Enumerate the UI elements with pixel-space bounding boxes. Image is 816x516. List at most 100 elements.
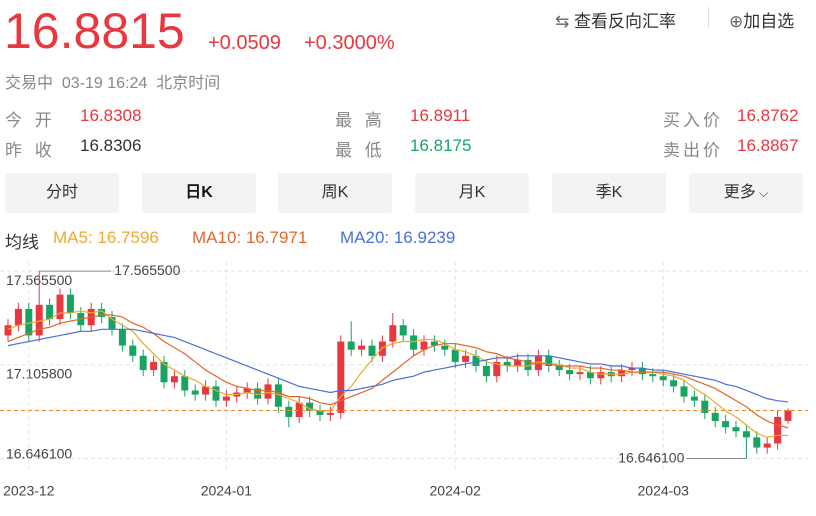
tab[interactable]: 分时 bbox=[5, 173, 119, 213]
candle-body bbox=[784, 410, 792, 421]
stat-value: 16.8911 bbox=[410, 106, 471, 125]
candle-body bbox=[306, 402, 314, 411]
candle-body bbox=[420, 341, 428, 350]
reverse-rate[interactable]: ⇆ 查看反向汇率 bbox=[555, 12, 676, 31]
candle-body bbox=[482, 366, 490, 377]
candle-body bbox=[545, 355, 553, 366]
timezone: 北京时间 bbox=[156, 75, 221, 92]
candle-body bbox=[410, 335, 418, 350]
candle-body bbox=[451, 349, 459, 362]
ma-line bbox=[7, 310, 789, 438]
tab[interactable]: 月K bbox=[415, 173, 529, 213]
candle-body bbox=[742, 431, 750, 438]
candle-body bbox=[202, 386, 210, 395]
candle-body bbox=[254, 388, 262, 399]
candle-body bbox=[576, 372, 584, 375]
change-pct: +0.3000% bbox=[304, 32, 395, 54]
candle-body bbox=[56, 294, 64, 320]
change: +0.0509 bbox=[208, 32, 281, 54]
candle-body bbox=[389, 325, 397, 342]
candle-body bbox=[129, 345, 137, 356]
candle-body bbox=[222, 396, 230, 401]
y-tick-label: 16.646100 bbox=[6, 445, 72, 461]
candle-body bbox=[732, 427, 740, 432]
candle-body bbox=[472, 355, 480, 366]
candle-body bbox=[514, 359, 522, 366]
candle-body bbox=[524, 359, 532, 371]
candle-body bbox=[25, 308, 33, 336]
x-tick-label: 2023-12 bbox=[3, 483, 55, 499]
candle-body bbox=[534, 355, 542, 371]
candle-body bbox=[243, 388, 251, 393]
watch-text: 加自选 bbox=[743, 12, 795, 31]
candle-body bbox=[139, 355, 147, 371]
candle-body bbox=[118, 329, 126, 346]
candle-body bbox=[285, 406, 293, 417]
candle-body bbox=[150, 361, 158, 371]
add-watch[interactable]: ⊕加自选 bbox=[729, 12, 795, 31]
candle-body bbox=[680, 386, 688, 397]
candle-body bbox=[701, 400, 709, 413]
ma-line bbox=[7, 328, 789, 403]
tab-text: 更多 bbox=[723, 184, 756, 201]
candle-body bbox=[711, 412, 719, 422]
stat-label: 昨 收 bbox=[5, 141, 56, 160]
stat-label: 最 低 bbox=[335, 141, 386, 160]
candle-body bbox=[618, 370, 626, 377]
candle-body bbox=[14, 308, 22, 326]
candle-body bbox=[493, 361, 501, 377]
min-label: 16.646100 bbox=[618, 449, 684, 465]
candle-body bbox=[555, 366, 563, 371]
candle-body bbox=[66, 294, 74, 313]
candle-body bbox=[722, 421, 730, 428]
candle-body bbox=[98, 308, 106, 318]
candle-body bbox=[597, 372, 605, 379]
x-tick-label: 2024-02 bbox=[430, 483, 482, 499]
legend-item: MA10: 16.7971 bbox=[192, 228, 308, 247]
y-tick-label: 17.105800 bbox=[6, 366, 72, 382]
candle-body bbox=[264, 384, 272, 399]
stat-label: 最 高 bbox=[335, 111, 386, 130]
max-label: 17.565500 bbox=[114, 262, 180, 278]
reverse-text: 查看反向汇率 bbox=[573, 12, 676, 31]
candle-body bbox=[295, 402, 303, 417]
time: 03-19 16:24 bbox=[61, 75, 148, 92]
tab[interactable]: 周K bbox=[278, 173, 392, 213]
legend-item: MA5: 16.7596 bbox=[53, 228, 159, 247]
candle-body bbox=[690, 396, 698, 401]
legend-item: MA20: 16.9239 bbox=[340, 228, 456, 247]
candle-body bbox=[337, 341, 345, 413]
candle-body bbox=[670, 380, 678, 387]
tab[interactable]: 季K bbox=[552, 173, 666, 213]
price: 16.8815 bbox=[4, 3, 185, 59]
legend-title: 均线 bbox=[5, 233, 39, 252]
candle-body bbox=[191, 390, 199, 395]
candle-body bbox=[441, 345, 449, 350]
candle-body bbox=[170, 376, 178, 383]
candle-body bbox=[368, 345, 376, 356]
separator bbox=[708, 7, 709, 27]
candle-body bbox=[358, 345, 366, 350]
ma-line bbox=[7, 314, 789, 429]
candle-body bbox=[753, 437, 761, 448]
candle-body bbox=[160, 361, 168, 383]
status-line: 交易中 03-19 16:24 北京时间 bbox=[5, 69, 220, 93]
candle-body bbox=[774, 416, 782, 444]
tab[interactable]: 更多 ⌵ bbox=[689, 173, 803, 213]
candle-body bbox=[35, 304, 43, 336]
candle-body bbox=[399, 325, 407, 336]
candle-body bbox=[430, 341, 438, 346]
status: 交易中 bbox=[5, 75, 54, 92]
candle-body bbox=[326, 412, 334, 415]
candle-body bbox=[649, 374, 657, 377]
candle-body bbox=[763, 443, 771, 448]
candle-body bbox=[4, 325, 12, 336]
candle-body bbox=[462, 355, 470, 362]
tab[interactable]: 日K bbox=[142, 173, 256, 213]
stat-value: 16.8308 bbox=[80, 106, 142, 125]
stat-label: 今 开 bbox=[5, 111, 56, 130]
candle-body bbox=[46, 304, 54, 320]
x-tick-label: 2024-03 bbox=[638, 483, 690, 499]
